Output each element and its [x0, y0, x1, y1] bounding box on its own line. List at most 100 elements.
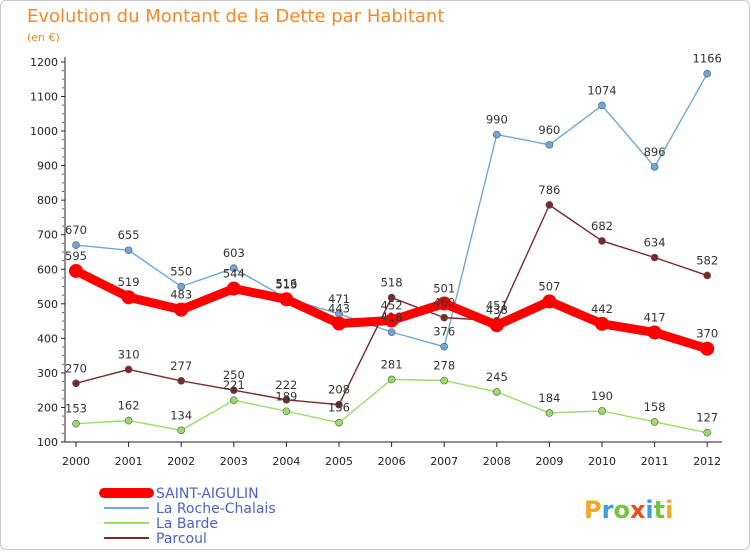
data-label: 370 [696, 327, 718, 341]
data-label: 670 [65, 223, 87, 237]
y-tick-label: 700 [37, 229, 58, 242]
data-label: 222 [275, 378, 297, 392]
data-point [387, 293, 396, 302]
proxiti-logo: Proxiti [584, 496, 673, 524]
data-point [282, 396, 291, 404]
x-tick-label: 2009 [535, 455, 563, 468]
x-tick-label: 2006 [378, 455, 406, 468]
x-tick-label: 2002 [167, 455, 195, 468]
data-label: 127 [696, 411, 718, 425]
legend-label: SAINT-AIGULIN [156, 486, 259, 502]
y-tick-label: 900 [37, 160, 58, 173]
data-label: 582 [696, 253, 718, 267]
data-point [647, 325, 662, 340]
x-tick-label: 2010 [588, 455, 616, 468]
y-tick-label: 400 [37, 332, 58, 345]
data-point [69, 263, 83, 278]
data-label: 245 [486, 370, 508, 384]
data-label: 189 [275, 389, 297, 403]
data-point [177, 377, 185, 385]
data-label: 277 [170, 359, 192, 373]
data-label: 990 [486, 113, 508, 127]
data-label: 190 [591, 389, 613, 403]
data-label: 682 [591, 219, 613, 233]
data-point [703, 271, 712, 280]
data-point [72, 379, 80, 388]
logo-letter: r [602, 496, 614, 524]
data-label: 452 [381, 298, 403, 312]
data-point [542, 294, 557, 309]
data-label: 443 [328, 301, 350, 315]
data-label: 442 [591, 302, 613, 316]
data-label: 451 [486, 299, 508, 313]
data-label: 310 [118, 347, 140, 361]
data-label: 281 [381, 357, 403, 371]
data-point [335, 400, 343, 409]
data-point [440, 313, 449, 322]
x-tick-label: 2001 [115, 455, 143, 468]
y-tick-label: 1200 [30, 56, 58, 69]
data-label: 460 [433, 296, 455, 310]
data-label: 960 [538, 123, 560, 137]
data-point [703, 428, 712, 437]
series-line [75, 378, 708, 434]
data-label: 483 [170, 288, 192, 302]
data-point [72, 241, 80, 249]
x-tick-label: 2005 [325, 455, 353, 468]
data-point [335, 418, 343, 427]
data-label: 278 [433, 359, 455, 373]
y-tick-label: 800 [37, 194, 58, 207]
y-tick-label: 500 [37, 298, 58, 311]
data-point [703, 69, 712, 78]
data-label: 471 [328, 292, 350, 306]
x-tick-label: 2008 [483, 455, 511, 468]
data-point [700, 341, 715, 356]
data-point [492, 130, 501, 139]
data-label: 376 [433, 325, 455, 339]
logo-letter: i [665, 496, 673, 524]
data-label: 507 [538, 279, 560, 293]
data-point [121, 290, 136, 305]
data-label: 786 [538, 183, 560, 197]
logo-letter: P [584, 496, 602, 524]
data-point [124, 416, 133, 425]
data-point [387, 328, 396, 336]
x-tick-label: 2000 [62, 455, 90, 468]
data-point [387, 375, 396, 384]
data-point [230, 396, 238, 404]
data-point [230, 386, 238, 394]
data-label: 518 [381, 276, 403, 290]
data-point [177, 426, 185, 435]
data-point [545, 141, 554, 149]
data-label: 134 [170, 408, 192, 422]
data-label: 655 [118, 228, 140, 242]
data-label: 896 [644, 145, 666, 159]
logo-letter: i [645, 496, 653, 524]
data-label: 438 [486, 303, 508, 317]
data-point [492, 388, 501, 396]
data-label: 270 [65, 361, 87, 375]
legend-label: Parcoul [156, 531, 207, 547]
chart-title: Evolution du Montant de la Dette par Hab… [27, 6, 444, 27]
x-tick-label: 2012 [693, 455, 721, 468]
data-point [545, 201, 554, 209]
axes: 100 200 300 400 500 600 700 800 900 1000 1100 1200 2… [30, 56, 723, 468]
data-point [489, 318, 504, 333]
data-label: 634 [644, 236, 666, 250]
y-tick-label: 600 [37, 263, 58, 276]
data-label: 516 [275, 276, 297, 290]
y-tick-label: 100 [37, 436, 58, 449]
data-point [545, 409, 554, 417]
data-label: 544 [223, 267, 245, 281]
series-lines [69, 69, 715, 437]
data-label: 519 [118, 275, 140, 289]
data-point [279, 292, 294, 307]
legend-label: La Barde [156, 516, 218, 532]
x-tick-label: 2011 [641, 455, 669, 468]
chart-subtitle: (en €) [27, 31, 60, 44]
logo-letter: t [654, 496, 665, 524]
data-point [226, 281, 241, 296]
